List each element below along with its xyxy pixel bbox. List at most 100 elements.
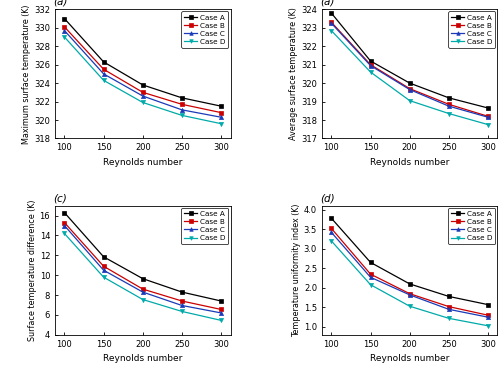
Legend: Case A, Case B, Case C, Case D: Case A, Case B, Case C, Case D [448, 12, 496, 48]
Line: Case C: Case C [329, 21, 490, 119]
Line: Case A: Case A [329, 216, 490, 307]
X-axis label: Reynolds number: Reynolds number [370, 354, 450, 363]
Case D [368, 70, 374, 74]
Line: Case D: Case D [329, 28, 490, 127]
Line: Case C: Case C [329, 230, 490, 319]
Case C [485, 315, 491, 320]
Case A [218, 299, 224, 303]
Case D [179, 309, 185, 314]
Case B [446, 102, 452, 106]
Line: Case D: Case D [329, 239, 490, 328]
Case C [140, 94, 146, 98]
Case B [368, 272, 374, 276]
Case B [446, 304, 452, 309]
Case D [368, 282, 374, 287]
Line: Case A: Case A [329, 11, 490, 110]
Case D [218, 122, 224, 126]
Y-axis label: Average surface temperature (K): Average surface temperature (K) [290, 7, 298, 140]
Case D [446, 316, 452, 321]
Line: Case A: Case A [62, 211, 224, 303]
Y-axis label: Temperature uniformity index (K): Temperature uniformity index (K) [292, 203, 301, 337]
Case A [100, 254, 106, 259]
Case B [368, 62, 374, 67]
Case D [140, 100, 146, 105]
Case B [218, 307, 224, 312]
Case D [62, 231, 68, 236]
Case D [218, 318, 224, 323]
Case B [218, 110, 224, 115]
Line: Case B: Case B [62, 25, 224, 115]
Case D [485, 122, 491, 127]
Case A [485, 106, 491, 110]
Case A [485, 302, 491, 307]
Case C [62, 223, 68, 228]
Case B [140, 287, 146, 291]
Case B [179, 102, 185, 106]
Case C [406, 87, 412, 92]
Case B [100, 264, 106, 269]
Case D [328, 28, 334, 33]
Case C [446, 307, 452, 312]
Legend: Case A, Case B, Case C, Case D: Case A, Case B, Case C, Case D [182, 208, 228, 244]
Case B [140, 90, 146, 94]
Case B [485, 313, 491, 317]
Line: Case B: Case B [329, 20, 490, 118]
Case A [140, 276, 146, 281]
Case A [62, 16, 68, 21]
Case B [179, 299, 185, 303]
Case C [100, 268, 106, 272]
Case C [62, 28, 68, 33]
Case C [140, 290, 146, 294]
Case A [328, 216, 334, 220]
Line: Case D: Case D [62, 35, 224, 126]
Case B [62, 25, 68, 29]
Text: (c): (c) [53, 193, 67, 203]
Case D [406, 304, 412, 308]
Case D [406, 99, 412, 103]
X-axis label: Reynolds number: Reynolds number [103, 158, 182, 167]
Case D [446, 111, 452, 116]
Case B [485, 114, 491, 119]
Case C [446, 104, 452, 108]
Case A [368, 260, 374, 264]
Case A [218, 104, 224, 108]
Case B [100, 67, 106, 71]
Case A [179, 96, 185, 100]
Case A [368, 59, 374, 63]
Legend: Case A, Case B, Case C, Case D: Case A, Case B, Case C, Case D [448, 208, 496, 244]
Y-axis label: Maximum surface temperature (K): Maximum surface temperature (K) [22, 4, 32, 144]
Line: Case B: Case B [329, 226, 490, 317]
Case D [140, 297, 146, 302]
Case D [100, 78, 106, 83]
Legend: Case A, Case B, Case C, Case D: Case A, Case B, Case C, Case D [182, 12, 228, 48]
Case C [218, 115, 224, 119]
Case A [406, 282, 412, 286]
Case B [406, 292, 412, 296]
Case D [179, 113, 185, 118]
Line: Case D: Case D [62, 231, 224, 323]
Case A [446, 96, 452, 100]
Case B [328, 226, 334, 231]
Line: Case A: Case A [62, 16, 224, 108]
X-axis label: Reynolds number: Reynolds number [103, 354, 182, 363]
Case C [485, 115, 491, 119]
Y-axis label: Surface temperature difference (K): Surface temperature difference (K) [28, 199, 36, 341]
Case B [328, 20, 334, 25]
Text: (d): (d) [320, 193, 335, 203]
Case C [100, 72, 106, 76]
Case C [406, 293, 412, 297]
Case A [100, 60, 106, 64]
Case C [179, 108, 185, 112]
Case C [328, 230, 334, 234]
Case C [218, 311, 224, 315]
Text: (a): (a) [320, 0, 334, 7]
Case D [100, 275, 106, 279]
Line: Case C: Case C [62, 224, 224, 315]
Case C [328, 21, 334, 25]
X-axis label: Reynolds number: Reynolds number [370, 158, 450, 167]
Case A [406, 81, 412, 85]
Line: Case B: Case B [62, 221, 224, 311]
Case A [62, 210, 68, 215]
Case B [62, 220, 68, 225]
Case A [328, 11, 334, 15]
